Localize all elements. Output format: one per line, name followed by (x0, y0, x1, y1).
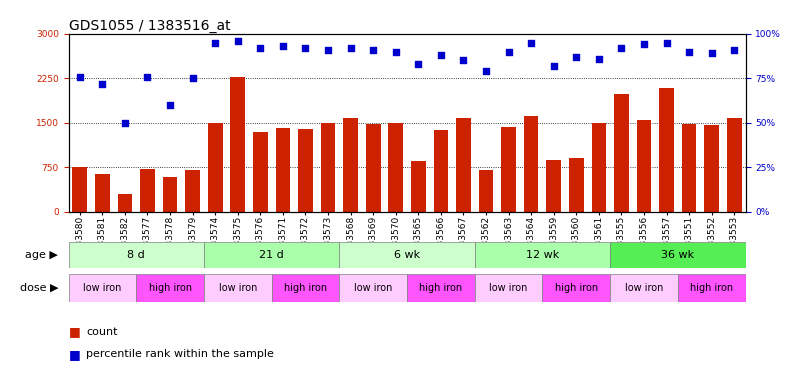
Bar (704, 124, 719, 212)
Text: low iron: low iron (625, 283, 663, 293)
Bar (339, 274, 407, 302)
Text: high iron: high iron (284, 283, 327, 293)
Bar (592, 123, 606, 212)
Bar (542, 274, 610, 302)
Bar (208, 123, 222, 212)
Point (254, 45, 267, 51)
Point (73, 74, 86, 80)
Point (186, 75, 199, 81)
Point (615, 45, 628, 51)
Point (231, 38, 244, 44)
Point (367, 47, 380, 53)
Bar (73, 167, 87, 212)
Bar (204, 274, 272, 302)
Bar (298, 129, 313, 212)
Point (683, 49, 696, 55)
Bar (524, 116, 538, 212)
Bar (136, 274, 204, 302)
Text: 36 wk: 36 wk (661, 250, 695, 260)
Point (412, 61, 425, 67)
Point (299, 45, 312, 51)
Text: ■: ■ (69, 326, 81, 338)
Bar (637, 120, 651, 212)
Text: 21 d: 21 d (260, 250, 284, 260)
Point (480, 68, 492, 74)
Bar (388, 123, 403, 212)
Bar (204, 242, 339, 268)
Point (502, 49, 515, 55)
Point (728, 47, 741, 53)
Text: dose ▶: dose ▶ (20, 283, 58, 293)
Text: count: count (86, 327, 118, 337)
Point (570, 54, 583, 60)
Text: low iron: low iron (489, 283, 528, 293)
Bar (253, 132, 268, 212)
Point (344, 45, 357, 51)
Bar (546, 160, 561, 212)
Point (141, 74, 154, 80)
Text: 12 wk: 12 wk (526, 250, 559, 260)
Bar (272, 274, 339, 302)
Bar (140, 169, 155, 212)
Point (525, 40, 538, 46)
Text: GDS1055 / 1383516_at: GDS1055 / 1383516_at (69, 19, 231, 33)
Text: 8 d: 8 d (127, 250, 145, 260)
Bar (95, 174, 110, 212)
Text: high iron: high iron (555, 283, 598, 293)
Bar (339, 242, 475, 268)
Text: ■: ■ (69, 348, 81, 361)
Point (164, 102, 177, 108)
Bar (682, 124, 696, 212)
Point (96, 81, 109, 87)
Bar (727, 118, 742, 212)
Bar (163, 177, 177, 212)
Bar (69, 242, 204, 268)
Bar (343, 118, 358, 212)
Bar (614, 94, 629, 212)
Point (276, 43, 289, 49)
Point (705, 50, 718, 56)
Point (547, 63, 560, 69)
Point (638, 42, 650, 48)
Bar (69, 274, 136, 302)
Point (592, 56, 605, 62)
Point (660, 40, 673, 46)
Text: high iron: high iron (690, 283, 733, 293)
Text: low iron: low iron (83, 283, 122, 293)
Bar (479, 170, 493, 212)
Text: age ▶: age ▶ (26, 250, 58, 260)
Bar (610, 274, 678, 302)
Text: high iron: high iron (419, 283, 463, 293)
Text: low iron: low iron (354, 283, 393, 293)
Bar (321, 123, 335, 212)
Bar (501, 127, 516, 212)
Point (389, 49, 402, 55)
Text: percentile rank within the sample: percentile rank within the sample (86, 350, 274, 359)
Bar (185, 170, 200, 212)
Text: 6 wk: 6 wk (394, 250, 420, 260)
Bar (231, 76, 245, 212)
Bar (678, 274, 746, 302)
Text: high iron: high iron (148, 283, 192, 293)
Point (118, 120, 131, 126)
Bar (366, 124, 380, 212)
Bar (434, 130, 448, 212)
Bar (475, 274, 542, 302)
Bar (407, 274, 475, 302)
Bar (411, 161, 426, 212)
Bar (276, 128, 290, 212)
Point (434, 52, 447, 58)
Point (322, 47, 334, 53)
Point (457, 57, 470, 63)
Bar (456, 118, 471, 212)
Bar (475, 242, 610, 268)
Bar (610, 242, 746, 268)
Bar (118, 194, 132, 212)
Text: low iron: low iron (218, 283, 257, 293)
Bar (569, 159, 584, 212)
Point (209, 40, 222, 46)
Bar (659, 88, 674, 212)
